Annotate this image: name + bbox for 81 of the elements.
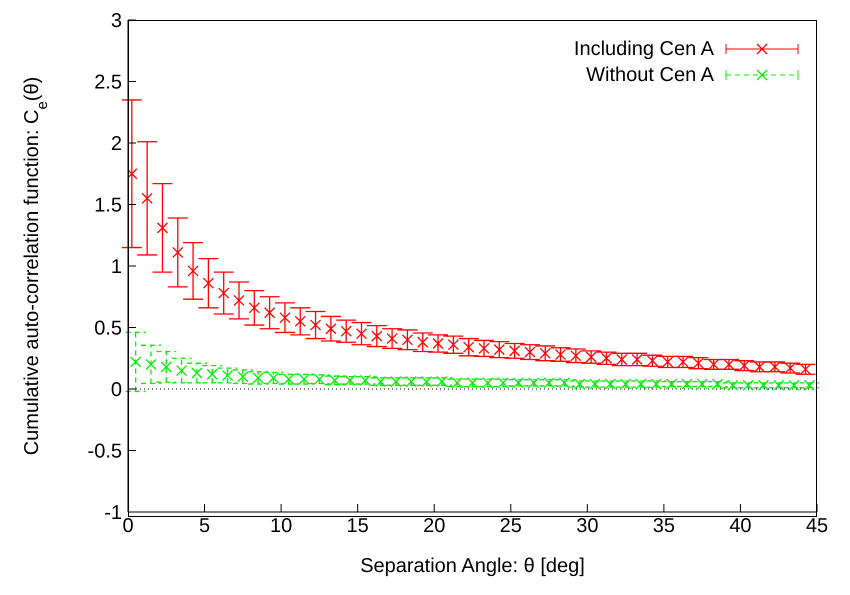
x-tick-label: 20 (423, 515, 446, 538)
point (528, 377, 540, 388)
legend-label: Including Cen A (574, 38, 714, 60)
point (558, 377, 570, 388)
point (635, 378, 647, 390)
y-tick-label: 1.5 (94, 194, 122, 217)
point (141, 192, 153, 204)
point (482, 377, 494, 388)
point (406, 376, 417, 388)
point (758, 380, 770, 391)
point (650, 378, 662, 390)
point (620, 378, 632, 390)
point (329, 374, 340, 386)
point (574, 378, 586, 390)
point (298, 374, 310, 385)
point (130, 356, 142, 368)
point (176, 364, 188, 376)
point (233, 294, 245, 306)
point (202, 278, 214, 289)
point (340, 326, 352, 337)
y-tick-label: -0.5 (88, 440, 122, 463)
x-tick-label: 10 (270, 515, 292, 538)
point (279, 312, 291, 324)
x-tick-label: 45 (806, 515, 828, 538)
y-tick-label: 3 (110, 10, 122, 32)
point (452, 377, 463, 388)
point (160, 361, 172, 373)
legend-label: Without Cen A (586, 64, 714, 86)
point (604, 378, 616, 390)
point (696, 378, 708, 390)
point (512, 377, 524, 388)
point (264, 307, 276, 318)
point (497, 377, 509, 388)
point (191, 367, 203, 379)
x-axis-title: Separation Angle: θ [deg] (360, 555, 585, 577)
point (712, 378, 724, 390)
point (206, 368, 218, 380)
point (360, 374, 371, 386)
x-tick-label: 30 (576, 515, 598, 538)
x-tick-label: 25 (500, 515, 522, 538)
point (681, 378, 693, 390)
point (727, 380, 738, 391)
point (436, 376, 448, 388)
point (222, 370, 234, 382)
x-tick-label: 5 (198, 515, 210, 538)
point (543, 377, 555, 388)
point (666, 378, 678, 390)
point (344, 374, 356, 386)
y-tick-label: 0.5 (94, 318, 122, 340)
point (145, 358, 157, 370)
y-tick-label: 1 (110, 256, 122, 278)
point (742, 380, 754, 391)
point (589, 378, 601, 390)
point (788, 380, 800, 391)
x-tick-label: 35 (652, 515, 676, 538)
y-tick-label: -1 (104, 502, 122, 524)
x-tick-label: 15 (346, 515, 369, 538)
point (314, 374, 326, 385)
point (294, 316, 306, 327)
point (187, 265, 199, 277)
x-tick-label: 40 (729, 515, 752, 538)
point (248, 302, 260, 314)
y-tick-label: 2 (110, 133, 122, 156)
point (252, 372, 264, 384)
point (156, 222, 168, 234)
point (420, 376, 432, 388)
point (466, 377, 478, 388)
point (804, 380, 815, 391)
point (283, 374, 294, 385)
point (218, 287, 230, 299)
point (237, 371, 248, 382)
point (390, 376, 402, 388)
point (172, 246, 184, 258)
point (325, 323, 337, 334)
y-tick-label: 0 (110, 379, 122, 402)
point (268, 372, 280, 384)
point (310, 319, 322, 331)
point (773, 380, 784, 391)
point (386, 332, 398, 344)
y-tick-label: 2.5 (94, 72, 122, 94)
point (374, 376, 386, 388)
